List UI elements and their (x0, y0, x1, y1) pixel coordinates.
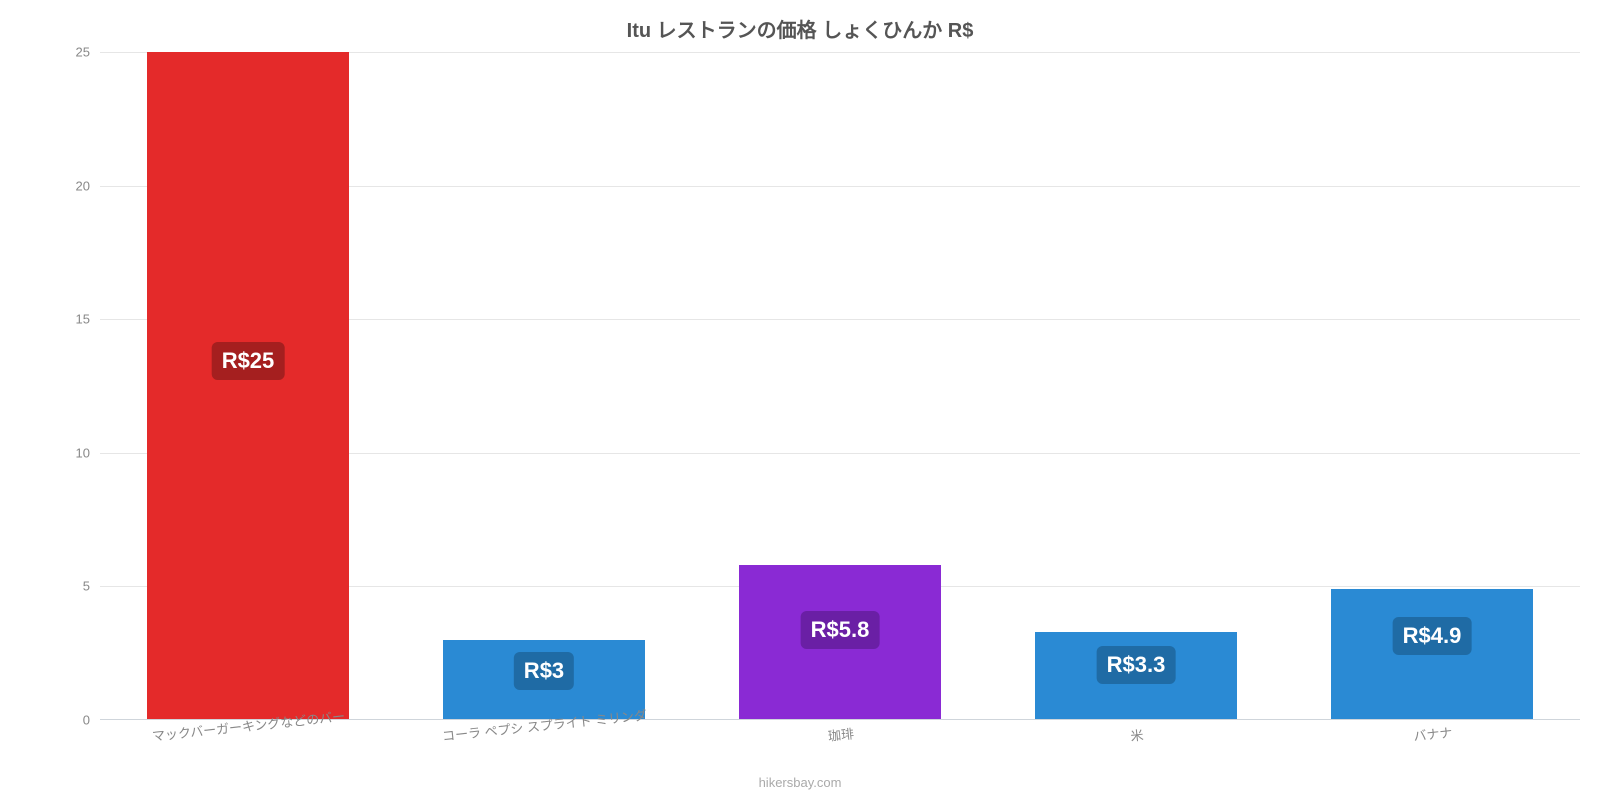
y-tick-label: 25 (76, 45, 100, 60)
value-badge: R$3 (514, 652, 574, 690)
bar-slot: R$5.8 (692, 52, 988, 720)
y-tick-label: 20 (76, 178, 100, 193)
plot-area: 0510152025 R$25R$3R$5.8R$3.3R$4.9 (100, 52, 1580, 720)
bar-slot: R$3.3 (988, 52, 1284, 720)
bar-slot: R$4.9 (1284, 52, 1580, 720)
x-axis-label: 米 (1129, 725, 1144, 745)
chart-container: Itu レストランの価格 しょくひんか R$ 0510152025 R$25R$… (0, 0, 1600, 800)
bar-slot: R$25 (100, 52, 396, 720)
x-axis-label: バナナ (1412, 722, 1453, 745)
chart-title: Itu レストランの価格 しょくひんか R$ (0, 14, 1600, 43)
value-badge: R$3.3 (1097, 646, 1176, 684)
bar: R$3.3 (1035, 632, 1236, 720)
chart-credits: hikersbay.com (0, 775, 1600, 790)
bar: R$5.8 (739, 565, 940, 720)
value-badge: R$4.9 (1393, 617, 1472, 655)
y-tick-label: 10 (76, 445, 100, 460)
y-tick-label: 0 (83, 713, 100, 728)
x-axis-label: 珈琲 (827, 723, 855, 745)
bar-slot: R$3 (396, 52, 692, 720)
value-badge: R$5.8 (801, 611, 880, 649)
bar: R$25 (147, 52, 348, 720)
y-tick-label: 5 (83, 579, 100, 594)
bar: R$4.9 (1331, 589, 1532, 720)
y-tick-label: 15 (76, 312, 100, 327)
bars-group: R$25 R$3 R$5.8 R$3.3 R$4.9 (100, 52, 1580, 720)
value-badge: R$25 (212, 342, 285, 380)
